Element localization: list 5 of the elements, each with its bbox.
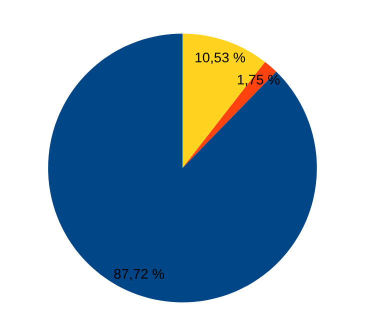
data-label: 1,75 % [238,74,280,86]
pie-slice [48,34,317,302]
data-label: 10,53 % [196,52,246,64]
pie-slice [182,34,266,168]
data-label: 87,72 % [114,268,164,280]
